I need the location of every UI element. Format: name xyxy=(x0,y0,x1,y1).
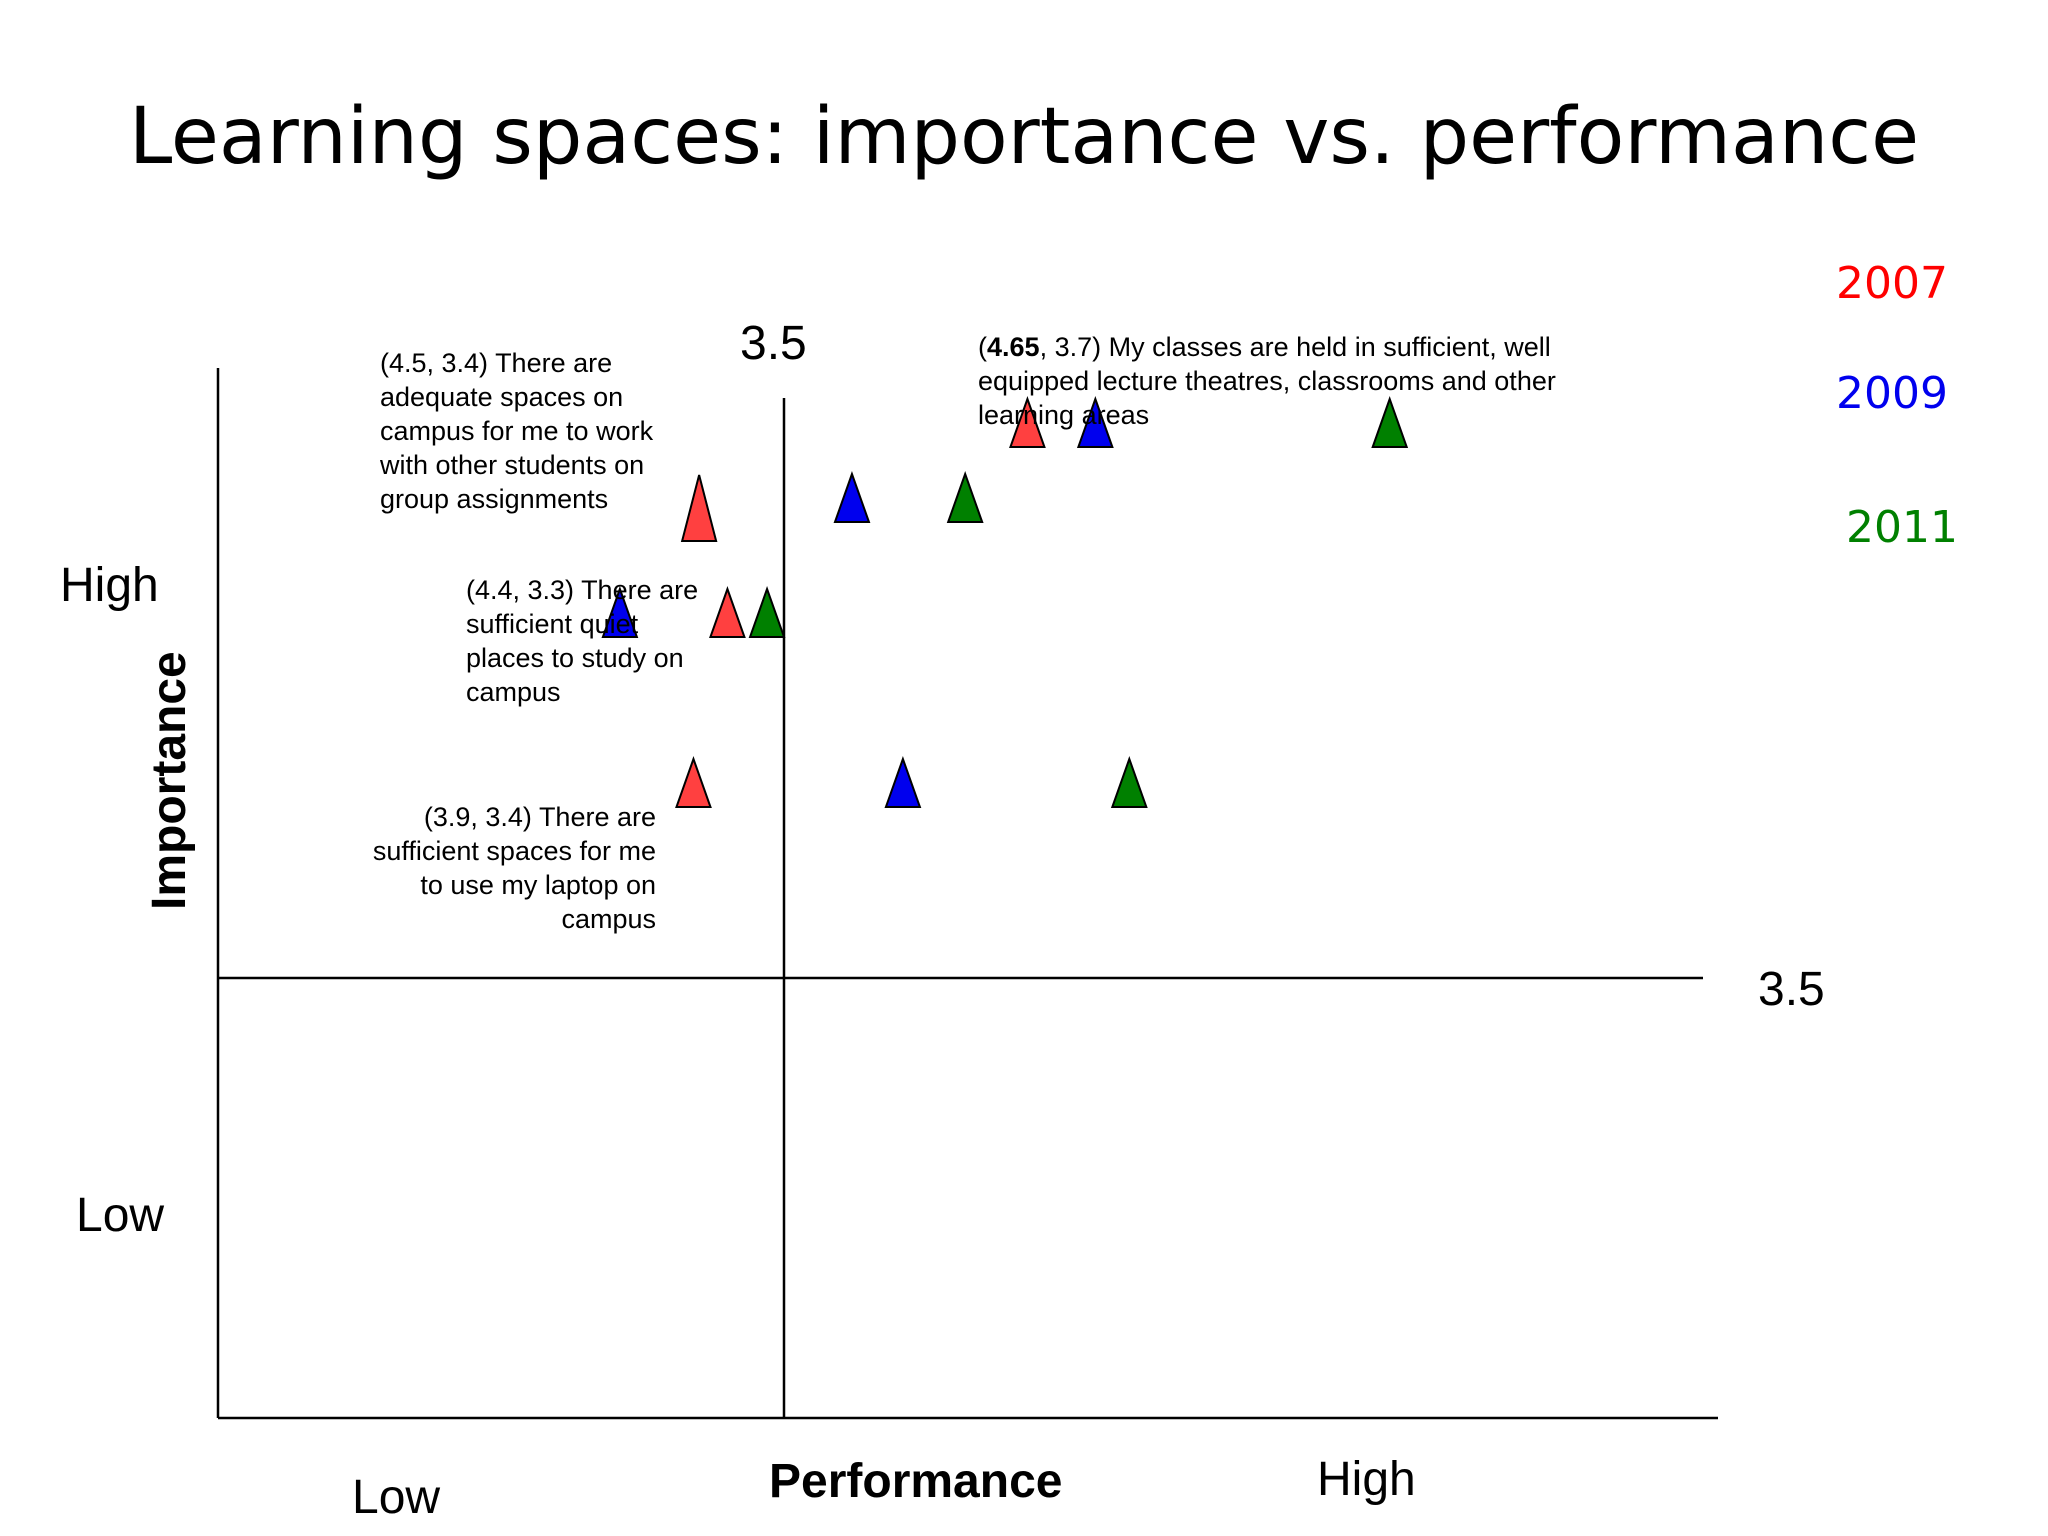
annotation-line: (4.5, 3.4) There are xyxy=(380,348,613,378)
annotation-bold-value: 4.65 xyxy=(987,332,1040,362)
annotation-line: campus xyxy=(466,677,561,707)
x-high-label: High xyxy=(1317,1453,1416,1506)
annotation-line: , 3.7) My classes are held in sufficient… xyxy=(1039,332,1551,362)
marker-2009-1 xyxy=(1076,396,1114,448)
marker-2011-4 xyxy=(1110,756,1148,808)
x-axis-title: Performance xyxy=(769,1455,1063,1508)
marker-2011-1 xyxy=(1371,396,1409,448)
annotation-line: adequate spaces on xyxy=(380,382,624,412)
annotation-line: sufficient spaces for me xyxy=(372,836,656,866)
marker-2007-3 xyxy=(709,586,746,638)
data-points xyxy=(601,396,1409,808)
annotation-line: (3.9, 3.4) There are xyxy=(423,802,656,832)
marker-2009-3 xyxy=(601,586,639,638)
annotation-line: campus for me to work xyxy=(380,416,654,446)
y-low-label: Low xyxy=(76,1189,165,1242)
annotation-line: sufficient quiet xyxy=(466,609,639,639)
marker-2007-4 xyxy=(675,756,712,808)
annotation-line: (4.4, 3.3) There are xyxy=(466,575,699,605)
slide-title: Learning spaces: importance vs. performa… xyxy=(128,92,1920,182)
annotation-line: group assignments xyxy=(380,484,609,514)
marker-2007-1 xyxy=(1009,396,1046,448)
annotation-line: learning areas xyxy=(978,400,1150,430)
marker-2009-2 xyxy=(833,471,871,523)
legend-item-2009: 2009 xyxy=(1836,368,1948,419)
annotation-laptop-spaces: (3.9, 3.4) There are sufficient spaces f… xyxy=(330,800,656,936)
y-threshold-label: 3.5 xyxy=(1758,963,1825,1016)
x-threshold-label: 3.5 xyxy=(740,317,807,370)
annotation-line: equipped lecture theatres, classrooms an… xyxy=(978,366,1556,396)
marker-2011-2 xyxy=(946,471,984,523)
annotation-line: to use my laptop on xyxy=(420,870,656,900)
legend-item-2011: 2011 xyxy=(1846,502,1958,553)
marker-2011-3 xyxy=(748,586,786,638)
annotation-line: places to study on xyxy=(466,643,684,673)
annotation-quiet-places: (4.4, 3.3) There are sufficient quiet pl… xyxy=(466,573,786,709)
marker-2007-2 xyxy=(680,474,718,542)
annotation-line: campus xyxy=(561,904,656,934)
annotation-lecture-theatres: (4.65, 3.7) My classes are held in suffi… xyxy=(978,330,1618,432)
legend-item-2007: 2007 xyxy=(1836,258,1948,309)
y-axis-title: Importance xyxy=(143,651,196,910)
annotation-group-spaces: (4.5, 3.4) There are adequate spaces on … xyxy=(380,346,720,516)
marker-2009-4 xyxy=(884,756,922,808)
annotation-prefix: ( xyxy=(978,332,987,362)
annotation-line: with other students on xyxy=(380,450,645,480)
y-high-label: High xyxy=(60,559,159,612)
x-low-label: Low xyxy=(352,1471,441,1524)
